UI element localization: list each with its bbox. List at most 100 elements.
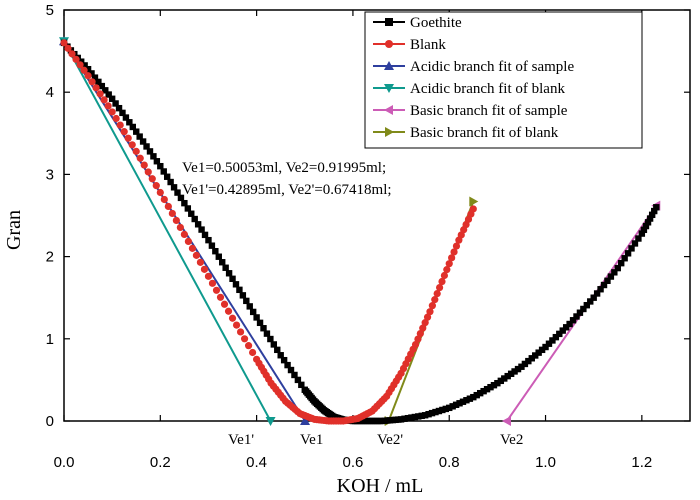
data-point bbox=[280, 356, 288, 364]
legend-label-basic-sample: Basic branch fit of sample bbox=[410, 103, 568, 119]
data-point bbox=[219, 259, 226, 266]
data-point bbox=[148, 175, 156, 183]
data-point bbox=[624, 250, 632, 257]
data-point bbox=[88, 78, 96, 86]
data-point bbox=[192, 251, 201, 259]
data-point bbox=[181, 199, 188, 207]
data-point bbox=[611, 269, 618, 276]
data-point bbox=[194, 221, 202, 228]
x-tick-label: 1.2 bbox=[631, 454, 652, 471]
data-point bbox=[583, 302, 591, 309]
data-point bbox=[108, 95, 116, 102]
legend-marker bbox=[385, 40, 393, 48]
ve1-label: Ve1 bbox=[300, 432, 323, 448]
data-point bbox=[287, 366, 295, 374]
data-point bbox=[538, 346, 546, 354]
data-point bbox=[124, 134, 132, 142]
data-point bbox=[628, 245, 635, 252]
data-point bbox=[96, 90, 104, 98]
data-point bbox=[260, 325, 267, 332]
data-point bbox=[501, 375, 508, 382]
data-point bbox=[191, 215, 198, 223]
data-point bbox=[232, 321, 241, 329]
data-point bbox=[249, 348, 257, 357]
data-point bbox=[102, 87, 109, 94]
data-point bbox=[212, 247, 219, 255]
data-point bbox=[618, 259, 625, 267]
data-point bbox=[552, 333, 560, 341]
data-point bbox=[473, 391, 480, 399]
data-point bbox=[518, 363, 525, 370]
data-point bbox=[160, 195, 168, 204]
data-point bbox=[277, 352, 284, 359]
ve1-prime-label: Ve1' bbox=[228, 432, 254, 448]
fit-line bbox=[63, 40, 272, 422]
data-point bbox=[521, 360, 529, 368]
legend-marker bbox=[385, 18, 393, 26]
data-point bbox=[146, 148, 154, 155]
data-point bbox=[621, 255, 628, 262]
data-point bbox=[294, 376, 302, 384]
data-point bbox=[604, 277, 611, 284]
fit-line-end-point bbox=[469, 196, 479, 207]
data-point bbox=[208, 242, 216, 249]
data-point bbox=[112, 114, 120, 123]
data-point bbox=[164, 202, 172, 211]
data-point bbox=[549, 337, 556, 344]
data-point bbox=[153, 158, 161, 165]
legend-items bbox=[373, 18, 405, 137]
data-point bbox=[216, 293, 225, 301]
data-point bbox=[176, 223, 184, 232]
data-point bbox=[108, 108, 116, 116]
data-point bbox=[562, 324, 570, 331]
data-point bbox=[504, 372, 511, 380]
data-point bbox=[449, 403, 456, 410]
fit-line-start-point bbox=[501, 416, 511, 426]
data-point bbox=[95, 78, 102, 86]
data-point bbox=[84, 65, 92, 73]
data-point bbox=[653, 204, 660, 211]
data-point bbox=[136, 133, 143, 140]
data-point bbox=[236, 328, 245, 336]
data-point bbox=[208, 279, 217, 287]
data-point bbox=[132, 147, 140, 155]
x-axis-title: KOH / mL bbox=[337, 475, 424, 497]
data-point bbox=[446, 404, 453, 412]
data-point bbox=[88, 70, 95, 77]
data-point bbox=[205, 236, 212, 244]
data-point bbox=[415, 413, 422, 420]
data-point bbox=[421, 319, 429, 327]
data-point bbox=[184, 237, 192, 245]
legend: Goethite Blank Acidic branch fit of samp… bbox=[364, 11, 643, 149]
data-point bbox=[298, 381, 305, 389]
data-point bbox=[426, 308, 434, 316]
data-point bbox=[228, 314, 237, 322]
data-point bbox=[432, 408, 439, 416]
ve2-label: Ve2 bbox=[500, 432, 523, 448]
data-point bbox=[60, 39, 68, 47]
data-point bbox=[470, 393, 477, 401]
data-point bbox=[184, 205, 192, 212]
data-point bbox=[644, 219, 652, 226]
data-point bbox=[224, 307, 233, 315]
data-point bbox=[200, 265, 209, 273]
data-point bbox=[459, 398, 467, 405]
data-point bbox=[428, 409, 436, 417]
data-point bbox=[116, 121, 124, 129]
legend-marker bbox=[384, 84, 394, 93]
data-point bbox=[440, 271, 449, 280]
data-point bbox=[76, 61, 84, 69]
x-tick-label: 0.4 bbox=[246, 454, 267, 471]
y-tick-label: 1 bbox=[46, 331, 54, 348]
x-tick-label: 0.8 bbox=[439, 454, 460, 471]
data-point bbox=[267, 335, 274, 343]
data-point bbox=[180, 230, 188, 239]
data-point bbox=[532, 352, 539, 359]
data-point bbox=[274, 346, 281, 354]
fit-line-end-point bbox=[300, 416, 311, 425]
data-point bbox=[81, 62, 88, 69]
equivalence-annotation-2: Ve1'=0.42895ml, Ve2'=0.67418ml; bbox=[182, 182, 392, 198]
data-point bbox=[600, 281, 608, 289]
data-point bbox=[507, 370, 515, 377]
